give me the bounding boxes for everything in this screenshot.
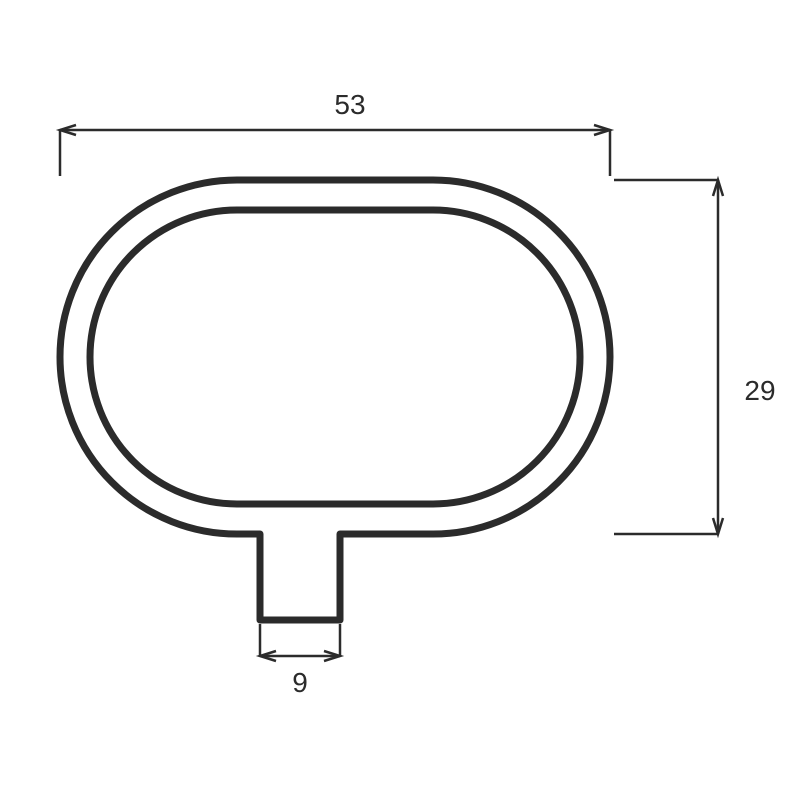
technical-drawing: 53 29 9 [0, 0, 800, 800]
dimension-value-tab: 9 [292, 667, 308, 698]
dimension-value-height: 29 [744, 375, 775, 406]
dimension-value-width: 53 [334, 89, 365, 120]
shape-inner-outline [90, 210, 580, 504]
